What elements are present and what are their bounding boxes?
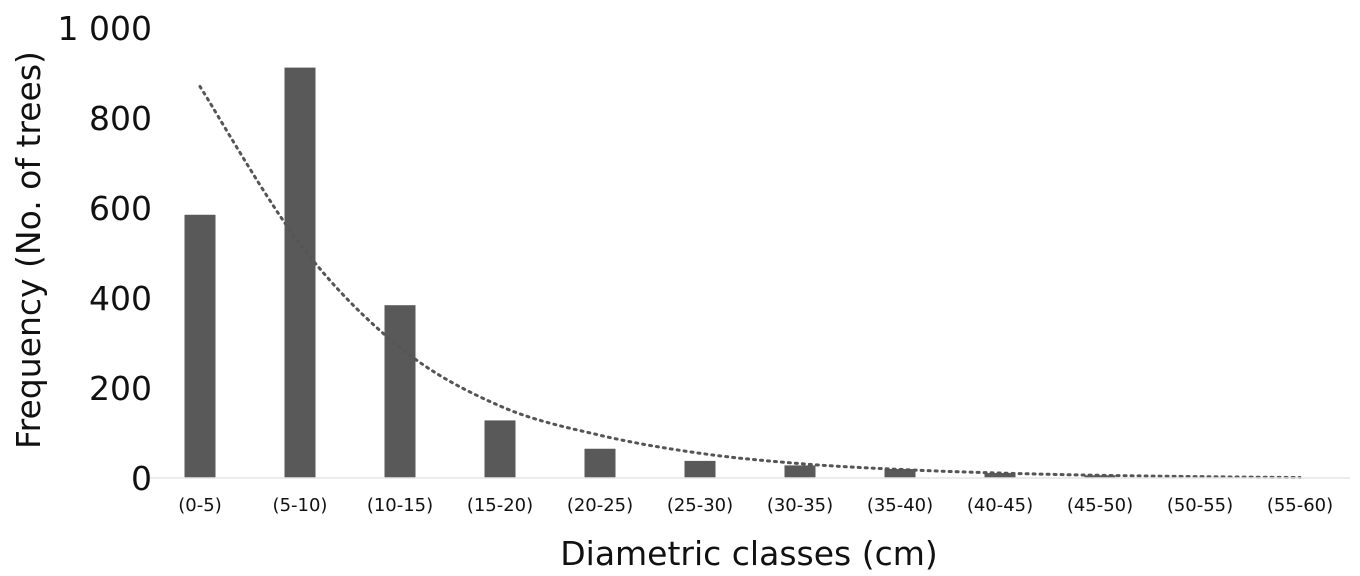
x-tick-label: (30-35) [767, 495, 833, 516]
x-tick-label: (50-55) [1167, 495, 1233, 516]
bar [684, 460, 716, 478]
y-tick-label: 200 [89, 369, 152, 408]
x-tick-label: (55-60) [1267, 495, 1333, 516]
bar [484, 420, 516, 478]
trend-line [198, 85, 1302, 480]
bars [184, 67, 1116, 478]
x-axis-ticks: (0-5) (5-10) (10-15) (15-20) (20-25) (25-30) (… [178, 495, 1333, 516]
x-tick-label: (35-40) [867, 495, 933, 516]
y-axis-ticks: 0 200 400 600 800 1 000 [58, 9, 152, 498]
y-tick-label: 600 [89, 189, 152, 228]
x-tick-label: (5-10) [273, 495, 328, 516]
x-tick-label: (40-45) [967, 495, 1033, 516]
y-axis-label: Frequency (No. of trees) [9, 51, 48, 449]
x-tick-label: (10-15) [367, 495, 433, 516]
bar [1084, 475, 1116, 478]
bar [184, 214, 216, 478]
x-tick-label: (15-20) [467, 495, 533, 516]
x-tick-label: (45-50) [1067, 495, 1133, 516]
bar [384, 305, 416, 478]
y-tick-label: 0 [131, 459, 152, 498]
y-tick-label: 400 [89, 279, 152, 318]
x-tick-label: (25-30) [667, 495, 733, 516]
y-tick-label: 1 000 [58, 9, 152, 48]
x-axis-label: Diametric classes (cm) [560, 534, 938, 573]
y-tick-label: 800 [89, 99, 152, 138]
bar [284, 67, 316, 478]
bar [784, 465, 816, 478]
bar [984, 473, 1016, 478]
x-tick-label: (20-25) [567, 495, 633, 516]
bar [584, 448, 616, 478]
x-tick-label: (0-5) [178, 495, 221, 516]
bar [884, 469, 916, 478]
